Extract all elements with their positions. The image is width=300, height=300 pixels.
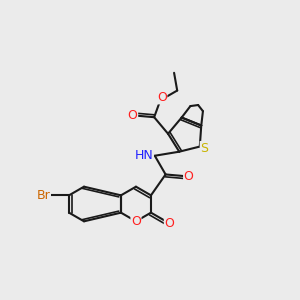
Text: O: O (131, 215, 141, 228)
Text: O: O (184, 170, 194, 183)
Text: S: S (200, 142, 208, 154)
Text: O: O (128, 109, 138, 122)
Text: O: O (157, 91, 167, 104)
Text: HN: HN (134, 149, 153, 162)
Text: O: O (164, 218, 174, 230)
Text: Br: Br (37, 189, 50, 202)
